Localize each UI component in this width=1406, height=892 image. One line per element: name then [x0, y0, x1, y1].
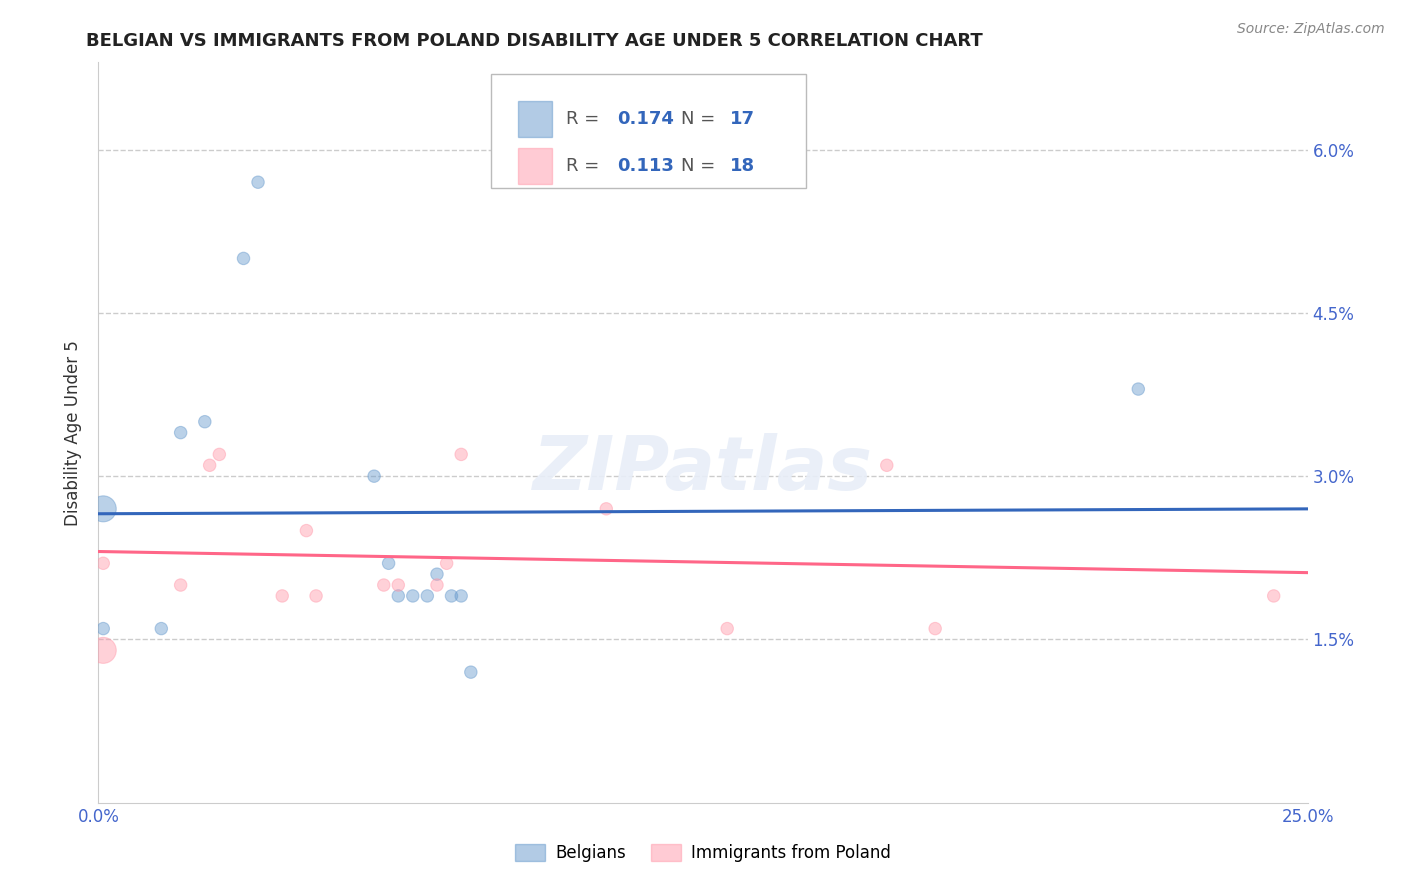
Text: N =: N = — [682, 110, 721, 128]
Point — [91, 622, 114, 636]
Text: 0.113: 0.113 — [617, 157, 673, 175]
Point — [271, 589, 294, 603]
Legend: Belgians, Immigrants from Poland: Belgians, Immigrants from Poland — [509, 837, 897, 869]
FancyBboxPatch shape — [517, 101, 553, 136]
Text: 17: 17 — [730, 110, 755, 128]
Point — [377, 556, 399, 570]
Y-axis label: Disability Age Under 5: Disability Age Under 5 — [65, 340, 83, 525]
Point — [450, 589, 472, 603]
Point — [716, 622, 738, 636]
Point — [876, 458, 898, 473]
FancyBboxPatch shape — [517, 148, 553, 184]
Point — [595, 501, 617, 516]
Point — [208, 447, 231, 461]
Point — [450, 447, 472, 461]
Point — [402, 589, 425, 603]
Point — [91, 556, 114, 570]
Point — [91, 643, 114, 657]
Point — [247, 175, 270, 189]
Text: 18: 18 — [730, 157, 755, 175]
Point — [387, 578, 409, 592]
Point — [194, 415, 217, 429]
Point — [440, 589, 463, 603]
Point — [924, 622, 946, 636]
Point — [295, 524, 318, 538]
FancyBboxPatch shape — [492, 73, 806, 188]
Point — [387, 589, 409, 603]
Point — [150, 622, 173, 636]
Point — [460, 665, 482, 680]
Point — [198, 458, 221, 473]
Point — [91, 501, 114, 516]
Text: BELGIAN VS IMMIGRANTS FROM POLAND DISABILITY AGE UNDER 5 CORRELATION CHART: BELGIAN VS IMMIGRANTS FROM POLAND DISABI… — [86, 32, 983, 50]
Point — [232, 252, 254, 266]
Text: R =: R = — [567, 157, 606, 175]
Text: 0.174: 0.174 — [617, 110, 673, 128]
Point — [1263, 589, 1285, 603]
Point — [363, 469, 385, 483]
Point — [373, 578, 395, 592]
Point — [436, 556, 458, 570]
Point — [305, 589, 328, 603]
Text: Source: ZipAtlas.com: Source: ZipAtlas.com — [1237, 22, 1385, 37]
Text: R =: R = — [567, 110, 606, 128]
Point — [1128, 382, 1150, 396]
Text: ZIPatlas: ZIPatlas — [533, 434, 873, 506]
Point — [169, 578, 191, 592]
Point — [426, 567, 449, 582]
Point — [169, 425, 191, 440]
Point — [426, 578, 449, 592]
Point — [416, 589, 439, 603]
Text: N =: N = — [682, 157, 721, 175]
